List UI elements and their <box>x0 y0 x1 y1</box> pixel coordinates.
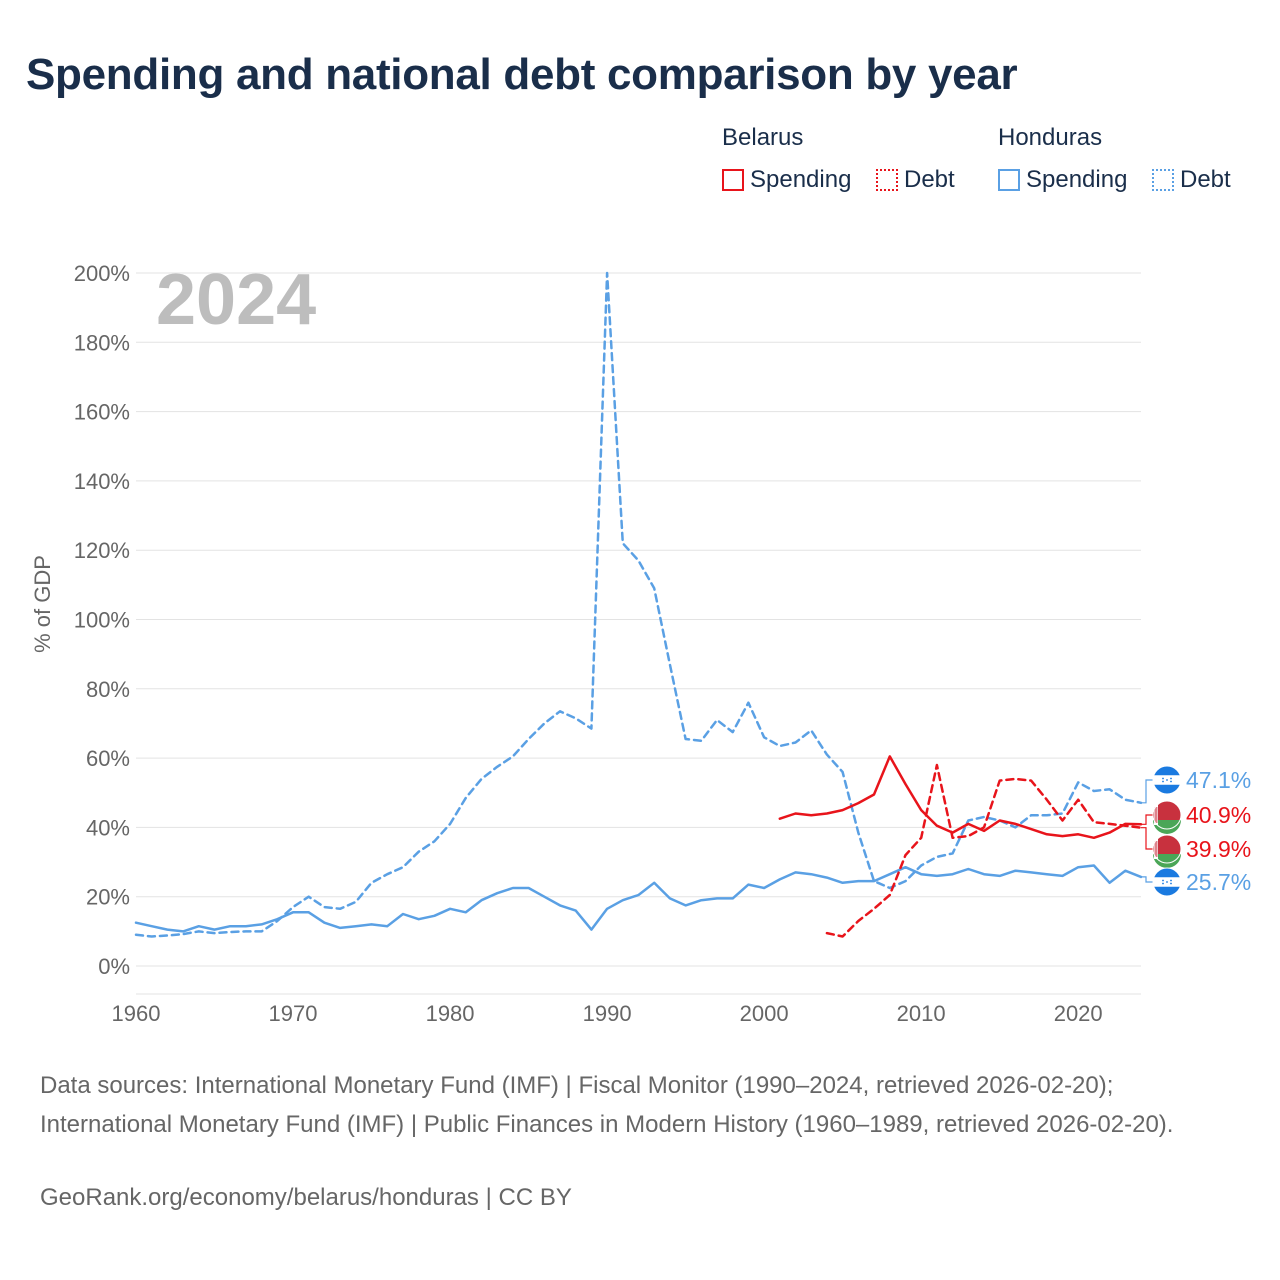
end-label-honduras-spending: 25.7% <box>1186 869 1251 895</box>
series-line-belarus-spending[interactable] <box>778 755 1143 840</box>
honduras-flag-icon <box>1152 867 1182 897</box>
flag-outline <box>1152 765 1182 795</box>
gridlines <box>136 272 1141 995</box>
y-axis: 0% 20% 40% 60% 80% 100% 120% 140% 160% 180% 200% <box>74 261 130 979</box>
legend-entry-belarus-debt[interactable]: Debt <box>876 166 955 194</box>
y-tick-label: 60% <box>86 746 130 771</box>
x-tick-label: 2000 <box>740 1001 789 1026</box>
x-tick-label: 1970 <box>269 1001 318 1026</box>
solid-line-swatch-icon <box>722 169 744 191</box>
x-axis: 1960 1970 1980 1990 2000 2010 2020 <box>112 1001 1103 1026</box>
legend-label-honduras-spending: Spending <box>1026 166 1128 193</box>
data-sources: Data sources: International Monetary Fun… <box>40 1072 1174 1138</box>
flag-star <box>1166 881 1168 883</box>
belarus-flag-icon <box>1152 834 1182 868</box>
end-label-connector <box>1141 779 1153 804</box>
x-tick-label: 1980 <box>426 1001 475 1026</box>
y-tick-label: 120% <box>74 538 130 563</box>
legend-label-belarus-debt: Debt <box>904 166 955 193</box>
end-label-connector <box>1141 876 1153 883</box>
credit-link[interactable]: GeoRank.org/economy/belarus/honduras | C… <box>40 1184 572 1211</box>
flag-star <box>1162 882 1164 885</box>
flag-bottom-stripe <box>1153 784 1181 795</box>
y-tick-label: 100% <box>74 608 130 633</box>
flag-star <box>1162 780 1164 783</box>
flag-star <box>1162 879 1164 882</box>
series-lines <box>134 271 1143 938</box>
y-tick-label: 200% <box>74 261 130 286</box>
legend-group-honduras: Honduras Spending Debt <box>998 124 1231 193</box>
dotted-line-swatch-icon <box>1152 169 1174 191</box>
honduras-flag-icon <box>1152 765 1182 795</box>
flag-star <box>1170 777 1172 780</box>
legend-entry-honduras-debt[interactable]: Debt <box>1152 166 1231 194</box>
y-tick-label: 160% <box>74 400 130 425</box>
series-line-honduras-debt[interactable] <box>134 271 1143 938</box>
flag-bottom-stripe <box>1153 886 1181 897</box>
y-tick-label: 40% <box>86 815 130 840</box>
series-line-honduras-spending[interactable] <box>134 864 1143 933</box>
y-tick-label: 20% <box>86 885 130 910</box>
flag-outline <box>1152 800 1182 830</box>
chart-title: Spending and national debt comparison by… <box>26 50 1018 99</box>
y-tick-label: 0% <box>98 954 130 979</box>
end-label-connector <box>1141 827 1153 850</box>
flag-green-field <box>1153 854 1181 868</box>
solid-line-swatch-icon <box>998 169 1020 191</box>
flag-outline <box>1152 834 1182 864</box>
legend-country-belarus: Belarus <box>722 124 804 151</box>
end-labels: 47.1% 40.9% 39.9% 25.7% <box>1141 765 1251 897</box>
flag-ornament-pattern <box>1154 841 1158 857</box>
legend-group-belarus: Belarus Spending Debt <box>722 124 955 193</box>
end-label-belarus-spending: 40.9% <box>1186 802 1251 828</box>
flag-top-stripe <box>1153 765 1181 776</box>
legend-label-honduras-debt: Debt <box>1180 166 1231 193</box>
legend-entry-belarus-spending[interactable]: Spending <box>722 166 851 194</box>
end-label-honduras-debt: 47.1% <box>1186 767 1251 793</box>
flag-star <box>1170 780 1172 783</box>
legend-entry-honduras-spending[interactable]: Spending <box>998 166 1127 194</box>
flag-star <box>1170 879 1172 882</box>
flag-star <box>1162 777 1164 780</box>
y-tick-label: 80% <box>86 677 130 702</box>
x-tick-label: 2010 <box>897 1001 946 1026</box>
end-label-connector <box>1141 814 1153 825</box>
flag-star <box>1170 882 1172 885</box>
flag-green-field <box>1153 820 1181 834</box>
x-tick-label: 1960 <box>112 1001 161 1026</box>
x-tick-label: 2020 <box>1054 1001 1103 1026</box>
series-line-belarus-debt[interactable] <box>825 763 1143 938</box>
legend-country-honduras: Honduras <box>998 124 1103 151</box>
y-tick-label: 180% <box>74 330 130 355</box>
end-label-belarus-debt: 39.9% <box>1186 836 1251 862</box>
y-tick-label: 140% <box>74 469 130 494</box>
x-tick-label: 1990 <box>583 1001 632 1026</box>
year-watermark: 2024 <box>156 260 316 340</box>
legend-label-belarus-spending: Spending <box>750 166 852 193</box>
belarus-flag-icon <box>1152 800 1182 834</box>
flag-top-stripe <box>1153 867 1181 878</box>
flag-outline <box>1152 867 1182 897</box>
line-chart: 0% 20% 40% 60% 80% 100% 120% 140% 160% 180% 200% 1… <box>30 260 1251 1026</box>
y-axis-label: % of GDP <box>30 555 55 653</box>
flag-star <box>1166 779 1168 781</box>
dotted-line-swatch-icon <box>876 169 898 191</box>
flag-ornament-pattern <box>1154 807 1158 823</box>
